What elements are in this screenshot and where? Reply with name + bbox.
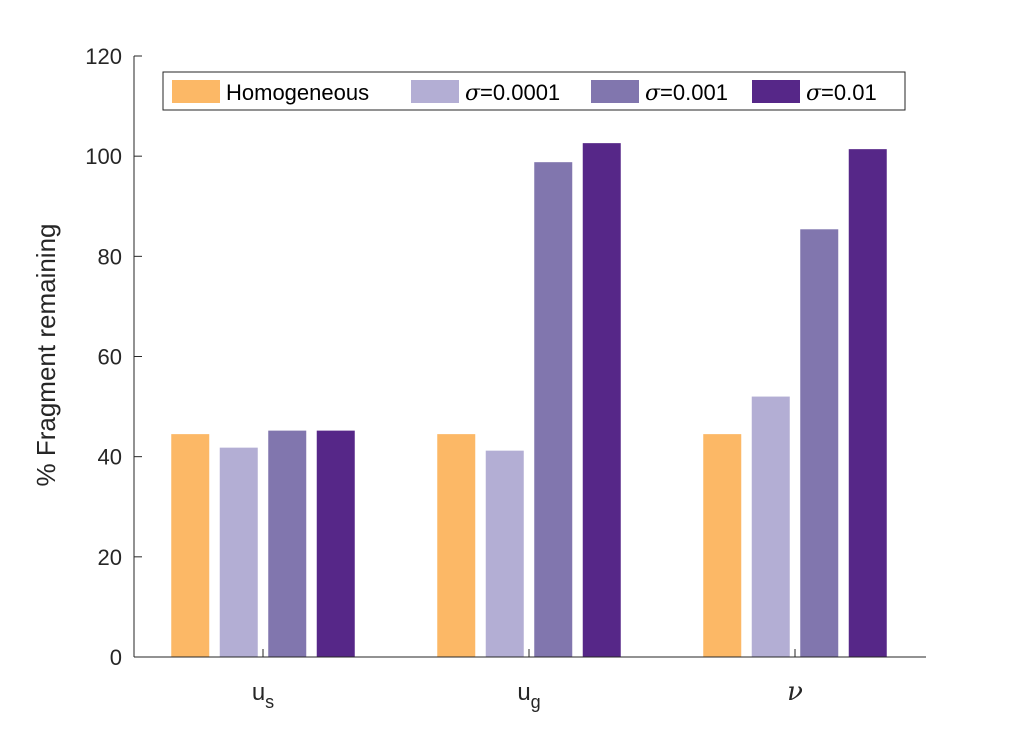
bars-group	[171, 143, 887, 657]
bar-series2-cat0	[268, 430, 307, 657]
legend-label: σ=0.0001	[465, 80, 560, 106]
legend-swatch	[591, 80, 639, 103]
y-tick-label: 0	[110, 645, 122, 670]
bar-series2-cat2	[800, 229, 839, 657]
bar-series1-cat0	[219, 447, 258, 657]
bar-series1-cat1	[485, 450, 524, 657]
legend-swatch	[411, 80, 459, 103]
y-axis-title: % Fragment remaining	[31, 224, 61, 487]
bar-series0-cat2	[703, 434, 742, 657]
y-tick-label: 100	[85, 144, 122, 169]
bar-series0-cat0	[171, 434, 210, 657]
y-tick-label: 120	[85, 44, 122, 69]
x-tick-label: ν	[787, 677, 803, 707]
legend-label: σ=0.001	[645, 80, 728, 106]
bar-series2-cat1	[534, 162, 573, 657]
axes-group: 0 20 40 60 80 100 120 us ug ν	[85, 44, 926, 712]
y-tick-label: 40	[98, 445, 122, 470]
legend-swatch	[752, 80, 800, 103]
bar-series3-cat1	[582, 143, 621, 657]
x-tick-label: us	[252, 679, 274, 712]
legend: Homogeneous σ=0.0001 σ=0.001 σ=0.01	[162, 71, 906, 111]
legend-swatch	[172, 80, 220, 103]
bar-series1-cat2	[751, 396, 790, 657]
bar-series0-cat1	[437, 434, 476, 657]
y-tick-label: 80	[98, 244, 122, 269]
legend-label: σ=0.01	[806, 80, 877, 106]
y-tick-label: 20	[98, 545, 122, 570]
bar-series3-cat0	[316, 430, 355, 657]
y-tick-label: 60	[98, 345, 122, 370]
bar-series3-cat2	[848, 149, 887, 657]
legend-label: Homogeneous	[226, 80, 369, 105]
x-tick-label: ug	[517, 679, 540, 712]
